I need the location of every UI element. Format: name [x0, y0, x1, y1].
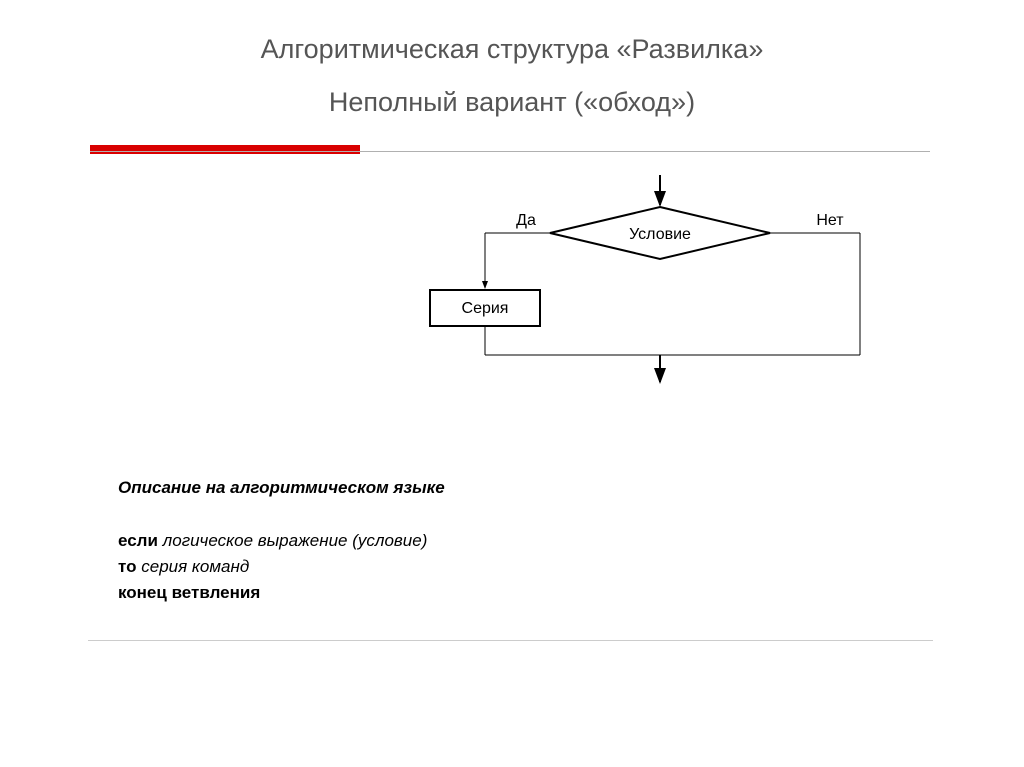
- divider-top: [90, 151, 930, 152]
- title-line-1: Алгоритмическая структура «Развилка»: [0, 28, 1024, 71]
- kw-if: если: [118, 531, 158, 550]
- accent-bar: [90, 145, 360, 154]
- description-block: Описание на алгоритмическом языке если л…: [118, 475, 445, 607]
- description-heading: Описание на алгоритмическом языке: [118, 475, 445, 501]
- series-label: Серия: [462, 300, 509, 317]
- divider-bottom: [88, 640, 933, 641]
- description-line-2: то серия команд: [118, 554, 445, 580]
- description-line-1: если логическое выражение (условие): [118, 528, 445, 554]
- page-title: Алгоритмическая структура «Развилка» Неп…: [0, 0, 1024, 124]
- if-body: логическое выражение (условие): [163, 531, 428, 550]
- no-label: Нет: [816, 212, 844, 229]
- then-body: серия команд: [141, 557, 249, 576]
- condition-label: Условие: [629, 226, 691, 243]
- yes-label: Да: [516, 212, 536, 229]
- flowchart-diagram: Условие Да Серия Нет: [360, 170, 900, 390]
- description-line-3: конец ветвления: [118, 580, 445, 606]
- title-line-2: Неполный вариант («обход»): [0, 81, 1024, 124]
- kw-then: то: [118, 557, 137, 576]
